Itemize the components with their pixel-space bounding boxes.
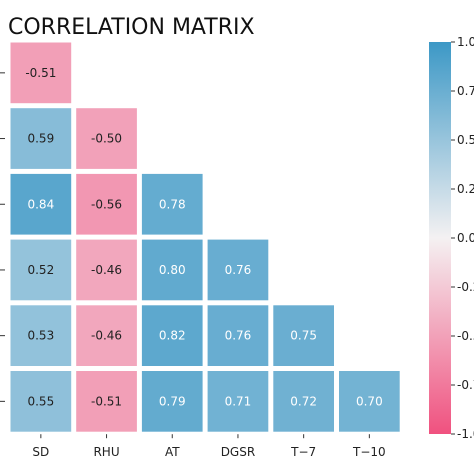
cell-value-label: 0.76	[225, 329, 252, 343]
cell-value-label: 0.75	[290, 329, 317, 343]
heatmap-cell	[76, 305, 137, 366]
heatmap-cell	[339, 371, 400, 432]
cell-value-label: -0.46	[91, 329, 122, 343]
heatmap-cell	[141, 173, 203, 235]
colorbar: 1.0 0.75 0.50 0.25 0.00 -0.25 -0.50 -0.75 -1.00	[429, 35, 474, 441]
cell-value-label: 0.59	[27, 132, 54, 146]
heatmap-cell	[76, 173, 137, 235]
colorbar-tick-label: -1.00	[457, 427, 474, 441]
cell-value-label: 0.82	[159, 329, 186, 343]
cell-value-label: 0.79	[159, 394, 186, 408]
heatmap-cell	[10, 371, 72, 432]
x-axis-label: T−10	[352, 445, 386, 459]
heatmap-cell	[10, 42, 72, 104]
cell-value-label: 0.55	[27, 394, 54, 408]
cell-value-label: -0.51	[91, 394, 122, 408]
x-axis-label: T−7	[290, 445, 316, 459]
heatmap-cell	[141, 239, 203, 301]
cell-value-label: 0.53	[27, 329, 54, 343]
colorbar-tick-label: -0.25	[457, 280, 474, 294]
heatmap-cell	[207, 305, 269, 366]
cell-value-label: -0.50	[91, 132, 122, 146]
heatmap-cell	[273, 371, 334, 432]
x-axis-label: DGSR	[221, 445, 256, 459]
heatmap-cell	[141, 305, 203, 366]
x-axis-label: SD	[32, 445, 49, 459]
colorbar-tick-label: -0.75	[457, 378, 474, 392]
cell-value-label: 0.80	[159, 263, 186, 277]
heatmap-cell	[10, 108, 72, 169]
cell-value-label: 0.84	[27, 197, 54, 211]
heatmap-cell	[207, 239, 269, 301]
x-axis-labels: SD RHU AT DGSR T−7 T−10	[32, 434, 386, 459]
heatmap-cells: -0.51 0.59 -0.50 0.84 -0.56 0.78 0.52 -0.46 0.80…	[10, 42, 400, 432]
cell-value-label: 0.78	[159, 197, 186, 211]
cell-value-label: 0.76	[225, 263, 252, 277]
x-axis-label: AT	[165, 445, 180, 459]
y-axis-ticks	[0, 72, 5, 402]
cell-value-label: -0.56	[91, 197, 122, 211]
heatmap-cell	[273, 305, 334, 366]
heatmap-cell	[76, 239, 137, 301]
heatmap-cell	[10, 239, 72, 301]
heatmap-cell	[207, 371, 269, 432]
heatmap-cell	[76, 108, 137, 169]
heatmap-cell	[10, 305, 72, 366]
colorbar-tick-label: 0.25	[457, 182, 474, 196]
colorbar-tick-label: 1.0	[457, 35, 474, 49]
chart-title: CORRELATION MATRIX	[8, 15, 255, 40]
colorbar-gradient	[429, 42, 451, 434]
cell-value-label: -0.51	[25, 66, 56, 80]
heatmap-cell	[10, 173, 72, 235]
colorbar-tick-label: 0.75	[457, 84, 474, 98]
cell-value-label: 0.71	[225, 394, 252, 408]
cell-value-label: 0.52	[27, 263, 54, 277]
cell-value-label: 0.70	[356, 394, 383, 408]
x-axis-label: RHU	[93, 445, 119, 459]
cell-value-label: 0.72	[290, 394, 317, 408]
colorbar-tick-label: 0.00	[457, 231, 474, 245]
heatmap-cell	[76, 371, 137, 432]
cell-value-label: -0.46	[91, 263, 122, 277]
heatmap-cell	[141, 371, 203, 432]
colorbar-tick-label: -0.50	[457, 329, 474, 343]
colorbar-tick-label: 0.50	[457, 133, 474, 147]
